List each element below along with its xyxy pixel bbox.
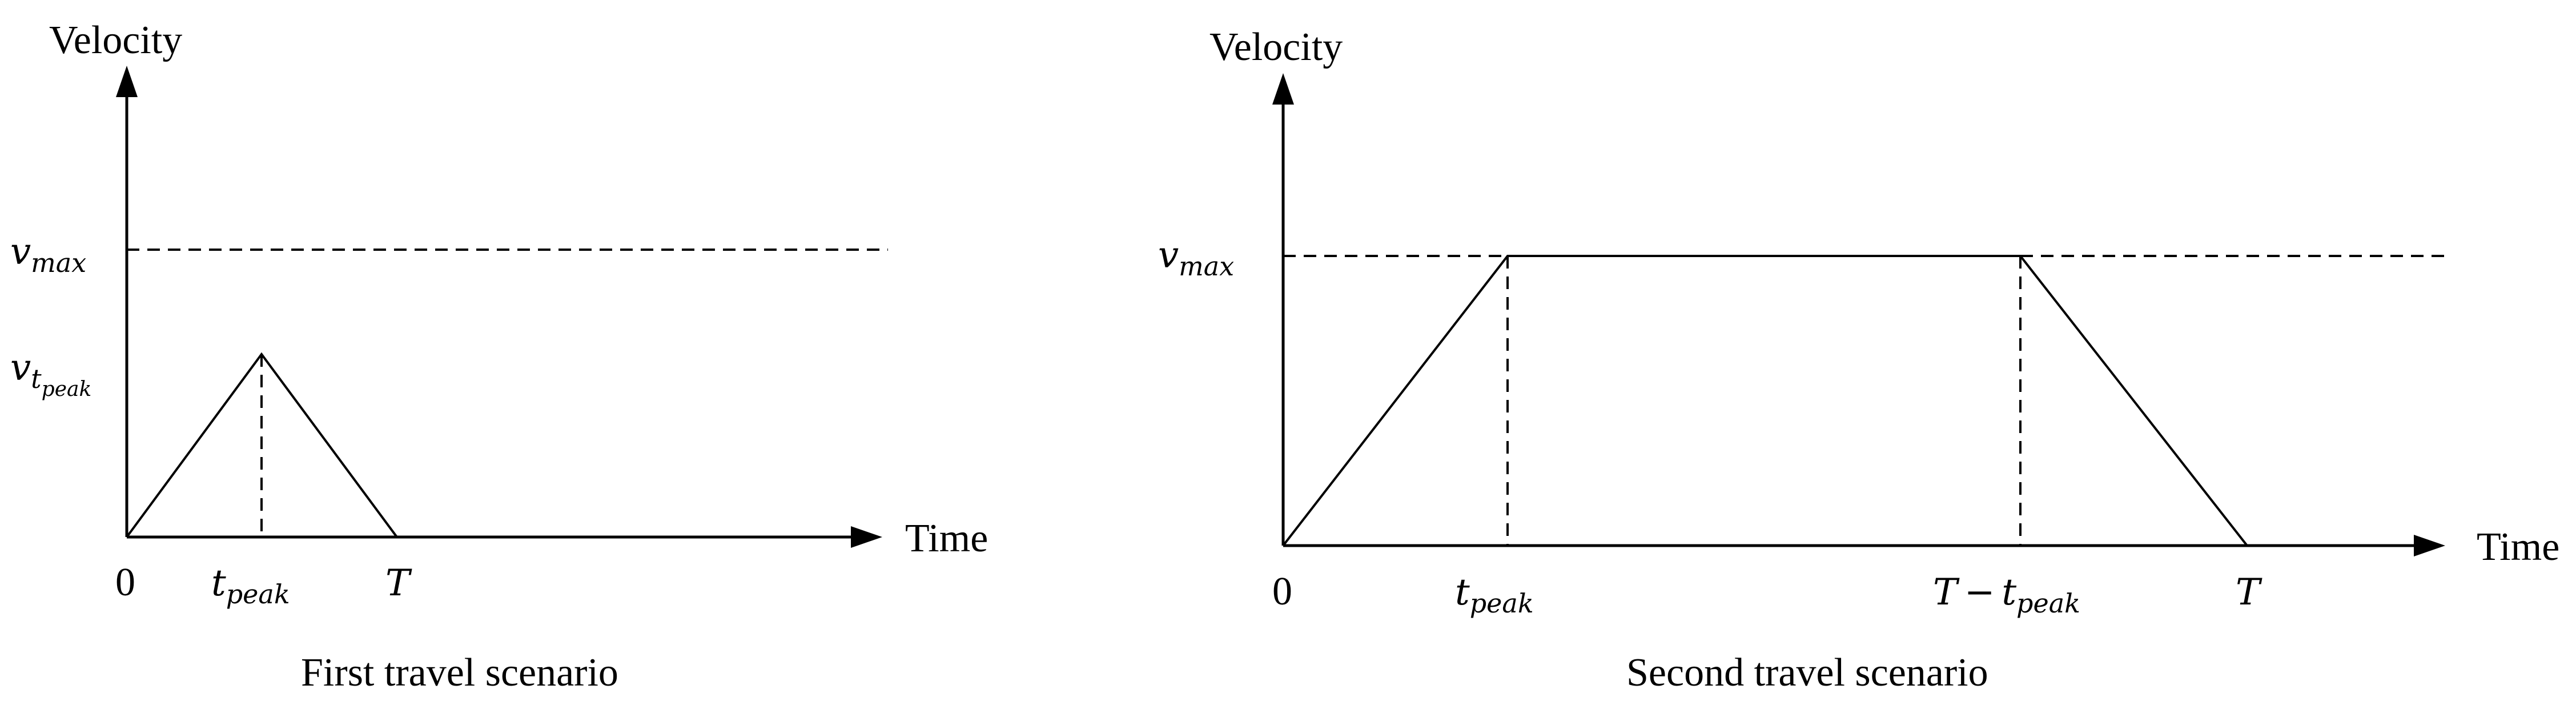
x-axis-label-1: Time (905, 516, 988, 560)
y-axis-arrowhead-1 (116, 66, 138, 97)
vmax-label-2: vmax (1158, 234, 1234, 282)
vmax-label-1: vmax (10, 231, 86, 278)
tpeak-label-2: tpeak (1455, 571, 1534, 619)
x-axis-label-2: Time (2477, 525, 2559, 569)
velocity-profile-2 (1282, 255, 2248, 547)
y-axis-label-1: Velocity (49, 18, 182, 62)
x-axis-arrowhead-2 (2414, 535, 2445, 556)
y-axis-label-2: Velocity (1209, 25, 1343, 69)
panel-first-scenario: Velocity Time 0 vmax vtpeak tpeak T Firs… (10, 18, 988, 695)
caption-1: First travel scenario (301, 651, 618, 695)
T-label-1: T (385, 562, 412, 604)
origin-label-1: 0 (115, 560, 135, 604)
T-label-2: T (2236, 571, 2262, 614)
T-minus-tpeak-label-2: T − tpeak (1933, 571, 2080, 619)
tpeak-label-1: tpeak (211, 562, 290, 610)
panel-second-scenario: Velocity Time 0 vmax tpeak T − tpeak T Sec… (1158, 25, 2559, 695)
vtpeak-label-1: vtpeak (10, 347, 91, 401)
caption-2: Second travel scenario (1626, 651, 1988, 695)
origin-label-2: 0 (1272, 570, 1292, 614)
x-axis-arrowhead-1 (851, 526, 882, 548)
y-axis-arrowhead-2 (1272, 73, 1294, 105)
